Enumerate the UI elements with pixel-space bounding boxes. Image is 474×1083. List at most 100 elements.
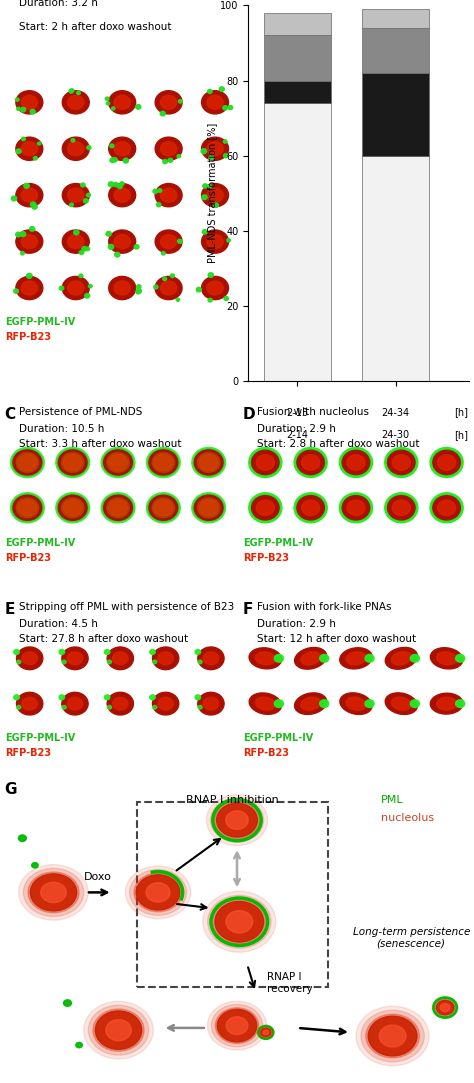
Text: Long-term persistence
(senescence): Long-term persistence (senescence) (353, 927, 470, 949)
Ellipse shape (197, 498, 220, 518)
Ellipse shape (217, 804, 257, 837)
Text: Duration: 10.5 h: Duration: 10.5 h (19, 423, 104, 433)
Ellipse shape (346, 697, 366, 710)
Ellipse shape (106, 102, 109, 105)
Ellipse shape (136, 875, 180, 910)
Ellipse shape (201, 138, 228, 160)
Ellipse shape (88, 1005, 149, 1055)
Ellipse shape (62, 498, 84, 518)
Ellipse shape (203, 891, 276, 952)
Ellipse shape (11, 196, 17, 200)
Ellipse shape (16, 230, 43, 253)
Ellipse shape (217, 1009, 257, 1042)
Text: EGFP-PML-IV: EGFP-PML-IV (243, 733, 313, 743)
Ellipse shape (392, 697, 411, 710)
Text: Start: 3.3 h after doxo washout: Start: 3.3 h after doxo washout (19, 439, 182, 448)
Ellipse shape (136, 290, 140, 293)
Text: EGFP-PML-IV: EGFP-PML-IV (243, 538, 313, 548)
Ellipse shape (109, 454, 128, 471)
Ellipse shape (177, 155, 181, 158)
Ellipse shape (114, 142, 130, 156)
Ellipse shape (67, 697, 82, 710)
Text: E: E (5, 602, 15, 617)
Bar (264, 80, 331, 103)
Ellipse shape (30, 109, 35, 114)
Ellipse shape (161, 282, 177, 295)
Bar (362, 73, 429, 156)
Ellipse shape (361, 1010, 424, 1061)
Text: [h]: [h] (455, 430, 468, 440)
Ellipse shape (104, 650, 110, 654)
Ellipse shape (201, 91, 228, 114)
Ellipse shape (161, 235, 177, 249)
Ellipse shape (301, 455, 319, 470)
Ellipse shape (341, 495, 371, 521)
Ellipse shape (198, 705, 202, 709)
Ellipse shape (430, 693, 463, 714)
Ellipse shape (70, 89, 74, 92)
Ellipse shape (89, 285, 92, 288)
Ellipse shape (223, 106, 228, 110)
Ellipse shape (208, 298, 212, 302)
Ellipse shape (379, 1026, 406, 1047)
Ellipse shape (86, 247, 90, 250)
Ellipse shape (223, 140, 227, 143)
Text: [h]: [h] (455, 407, 468, 418)
Ellipse shape (113, 158, 117, 161)
Ellipse shape (208, 273, 213, 277)
Ellipse shape (434, 999, 456, 1017)
Ellipse shape (137, 285, 141, 288)
Text: D: D (243, 407, 255, 422)
Ellipse shape (155, 183, 182, 207)
Ellipse shape (70, 203, 73, 207)
Ellipse shape (110, 144, 114, 147)
Ellipse shape (256, 455, 274, 470)
Ellipse shape (134, 873, 182, 912)
Ellipse shape (208, 1002, 266, 1051)
Ellipse shape (123, 158, 128, 164)
Ellipse shape (223, 154, 228, 158)
Ellipse shape (154, 454, 173, 471)
Text: 24-30: 24-30 (382, 430, 410, 440)
Ellipse shape (106, 232, 111, 236)
Ellipse shape (107, 647, 134, 669)
Ellipse shape (21, 235, 37, 249)
Ellipse shape (158, 652, 173, 665)
Text: 24-34: 24-34 (382, 407, 410, 418)
Ellipse shape (146, 883, 170, 902)
Ellipse shape (215, 1008, 259, 1044)
Ellipse shape (114, 182, 118, 187)
Ellipse shape (59, 650, 64, 654)
Text: EGFP-PML-IV: EGFP-PML-IV (5, 317, 75, 327)
Ellipse shape (114, 188, 130, 203)
Ellipse shape (111, 107, 115, 109)
Ellipse shape (207, 188, 223, 203)
Text: Duration: 2.9 h: Duration: 2.9 h (257, 618, 336, 628)
Ellipse shape (125, 866, 191, 918)
Ellipse shape (109, 499, 128, 516)
Ellipse shape (83, 198, 88, 203)
Text: Start: 27.8 h after doxo washout: Start: 27.8 h after doxo washout (19, 634, 188, 643)
Ellipse shape (213, 203, 219, 208)
Ellipse shape (118, 184, 122, 188)
Ellipse shape (430, 648, 463, 669)
Ellipse shape (256, 500, 274, 516)
Text: 2-14: 2-14 (286, 430, 308, 440)
Ellipse shape (387, 495, 416, 521)
Ellipse shape (62, 661, 66, 664)
Ellipse shape (341, 449, 371, 475)
Ellipse shape (68, 282, 84, 295)
Ellipse shape (14, 650, 19, 654)
Ellipse shape (258, 1027, 273, 1039)
Ellipse shape (251, 449, 280, 475)
Ellipse shape (57, 494, 88, 521)
Ellipse shape (365, 654, 374, 662)
Ellipse shape (63, 499, 82, 516)
Ellipse shape (201, 183, 228, 207)
Ellipse shape (153, 661, 157, 664)
Bar (362, 9, 429, 28)
Ellipse shape (28, 872, 79, 913)
Ellipse shape (296, 449, 325, 475)
Ellipse shape (340, 648, 372, 669)
Ellipse shape (295, 648, 327, 669)
